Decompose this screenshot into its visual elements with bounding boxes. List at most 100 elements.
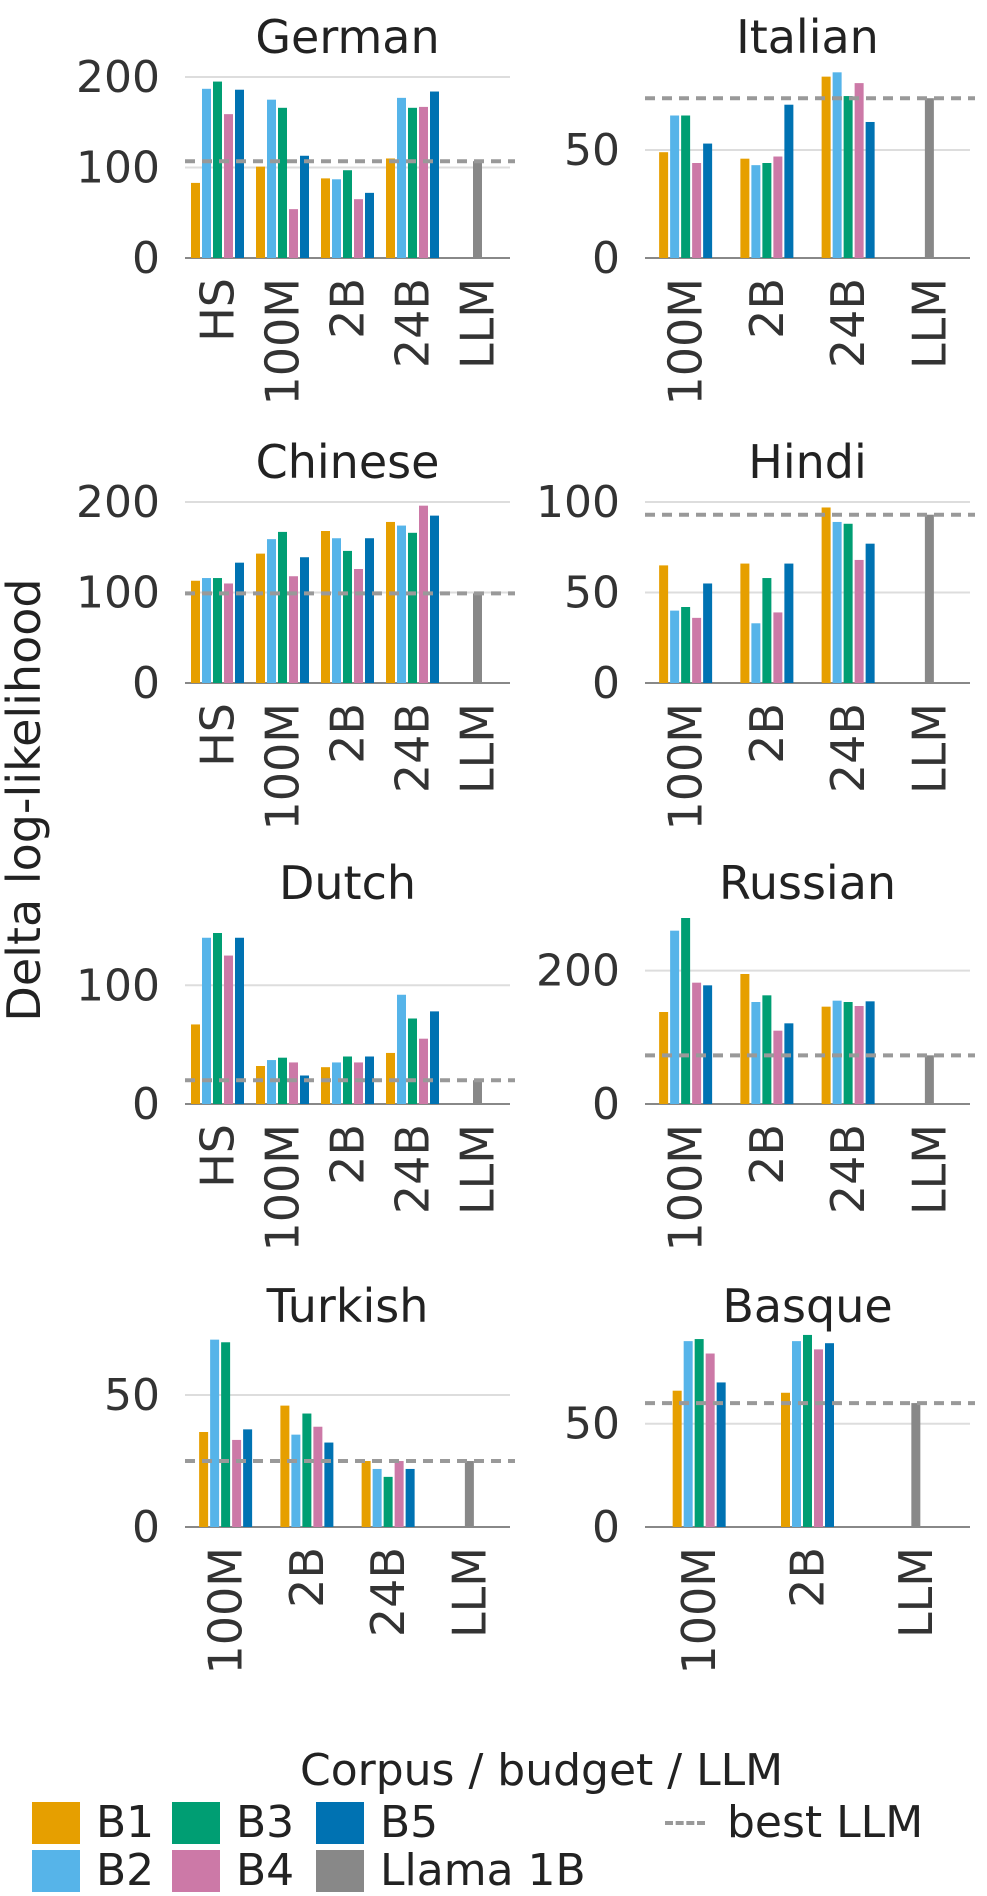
bar-russian-100m-b3 bbox=[681, 918, 691, 1104]
bar-chinese-2b-b2 bbox=[332, 538, 341, 683]
bar-dutch-24b-b4 bbox=[419, 1038, 428, 1104]
x-tick-label: HS bbox=[191, 703, 245, 767]
bar-turkish-100m-b5 bbox=[243, 1429, 253, 1527]
legend-item-b5: B5 bbox=[316, 1797, 438, 1848]
bar-german-100m-b4 bbox=[289, 209, 298, 258]
bar-russian-100m-b2 bbox=[670, 930, 680, 1104]
bar-dutch-24b-b5 bbox=[430, 1011, 439, 1104]
bar-german-hs-b3 bbox=[213, 81, 222, 258]
bar-dutch-llm-llama-1b bbox=[473, 1080, 482, 1104]
bar-turkish-100m-b3 bbox=[221, 1342, 231, 1527]
bar-chinese-100m-b1 bbox=[256, 553, 265, 683]
x-tick-label: LLM bbox=[451, 703, 505, 794]
x-tick-label: HS bbox=[191, 278, 245, 342]
legend-label-b3: B3 bbox=[236, 1797, 295, 1848]
bar-italian-24b-b4 bbox=[854, 83, 864, 258]
bar-hindi-24b-b4 bbox=[854, 559, 864, 683]
bar-hindi-24b-b5 bbox=[865, 543, 875, 683]
x-tick-label: 2B bbox=[321, 703, 375, 764]
x-tick-label: 100M bbox=[256, 1124, 310, 1252]
legend-dash-best-llm bbox=[665, 1820, 705, 1825]
panel-title: Italian bbox=[736, 10, 879, 64]
bar-russian-2b-b3 bbox=[762, 995, 772, 1104]
legend-label-llama: Llama 1B bbox=[380, 1845, 586, 1896]
panel-german: German 0 100 200 HS 100M 2B 24B LLM bbox=[76, 10, 515, 406]
legend: Corpus / budget / LLM B1 B3 B5 best LLM … bbox=[0, 1745, 987, 1896]
bar-hindi-24b-b3 bbox=[843, 523, 853, 683]
y-tick-label: 0 bbox=[132, 658, 160, 709]
bar-chinese-100m-b4 bbox=[289, 576, 298, 683]
bar-russian-24b-b5 bbox=[865, 1001, 875, 1104]
panel-dutch: Dutch 0 100 HS 100M 2B 24B LLM bbox=[76, 856, 515, 1252]
x-tick-label: 100M bbox=[659, 1124, 713, 1252]
panel-title: Turkish bbox=[266, 1279, 429, 1333]
bar-russian-llm-llama-1b bbox=[924, 1055, 934, 1104]
legend-swatch-b5 bbox=[316, 1801, 364, 1844]
bar-italian-100m-b3 bbox=[681, 115, 691, 258]
x-tick-label: 2B bbox=[740, 703, 794, 764]
bar-basque-2b-b5 bbox=[825, 1343, 834, 1527]
bar-turkish-100m-b4 bbox=[232, 1439, 242, 1527]
x-tick-label: LLM bbox=[442, 1547, 496, 1638]
bar-italian-2b-b4 bbox=[773, 156, 783, 258]
bar-italian-24b-b3 bbox=[843, 96, 853, 259]
x-tick-label: LLM bbox=[902, 1124, 956, 1215]
panel-title: Hindi bbox=[748, 435, 867, 489]
bar-basque-2b-b2 bbox=[792, 1341, 801, 1527]
bar-basque-2b-b4 bbox=[814, 1349, 823, 1527]
bar-italian-24b-b5 bbox=[865, 121, 875, 259]
bar-russian-100m-b1 bbox=[659, 1012, 669, 1104]
bar-basque-100m-b3 bbox=[694, 1339, 704, 1527]
bar-italian-100m-b4 bbox=[692, 163, 702, 258]
bar-russian-2b-b5 bbox=[784, 1023, 794, 1104]
legend-swatch-b1 bbox=[32, 1801, 80, 1844]
bar-chinese-hs-b5 bbox=[235, 562, 244, 683]
bar-dutch-24b-b3 bbox=[408, 1018, 417, 1104]
bar-basque-100m-b1 bbox=[672, 1390, 682, 1527]
bar-dutch-hs-b1 bbox=[191, 1024, 200, 1104]
bar-chinese-2b-b4 bbox=[354, 569, 363, 683]
bar-italian-100m-b5 bbox=[703, 143, 713, 258]
bar-chinese-llm-llama-1b bbox=[473, 593, 482, 683]
bar-basque-2b-b3 bbox=[803, 1334, 812, 1527]
y-tick-label: 50 bbox=[564, 568, 620, 619]
bar-german-hs-b2 bbox=[202, 88, 211, 258]
legend-swatch-b2 bbox=[32, 1849, 80, 1892]
bar-hindi-2b-b3 bbox=[762, 578, 772, 683]
bar-hindi-24b-b1 bbox=[821, 507, 831, 683]
x-tick-label: 24B bbox=[361, 1547, 415, 1637]
bar-german-2b-b4 bbox=[354, 199, 363, 258]
bar-chinese-hs-b3 bbox=[213, 578, 222, 683]
bar-russian-2b-b4 bbox=[773, 1030, 783, 1104]
x-tick-label: 100M bbox=[659, 703, 713, 831]
bar-italian-llm-llama-1b bbox=[924, 98, 934, 259]
bar-german-24b-b3 bbox=[408, 107, 417, 258]
bar-hindi-100m-b3 bbox=[681, 607, 691, 683]
bar-turkish-2b-b5 bbox=[324, 1442, 334, 1527]
bar-german-24b-b4 bbox=[419, 106, 428, 259]
y-tick-label: 200 bbox=[536, 946, 620, 997]
bar-chinese-24b-b1 bbox=[386, 521, 395, 683]
y-tick-label: 50 bbox=[104, 1370, 160, 1421]
bar-turkish-2b-b1 bbox=[280, 1405, 290, 1527]
bar-dutch-2b-b4 bbox=[354, 1062, 363, 1104]
legend-label-b1: B1 bbox=[96, 1797, 155, 1848]
panel-title: German bbox=[255, 10, 439, 64]
bar-hindi-2b-b2 bbox=[751, 623, 761, 683]
bar-german-2b-b2 bbox=[332, 179, 341, 258]
bar-turkish-24b-b2 bbox=[372, 1468, 382, 1527]
bar-basque-100m-b4 bbox=[705, 1353, 715, 1527]
bar-dutch-hs-b5 bbox=[235, 937, 244, 1104]
bar-chinese-2b-b5 bbox=[365, 538, 374, 683]
bar-chinese-24b-b2 bbox=[397, 525, 406, 683]
legend-label-b4: B4 bbox=[236, 1845, 295, 1896]
legend-item-b2: B2 bbox=[32, 1845, 154, 1896]
x-tick-label: 24B bbox=[821, 1124, 875, 1214]
bar-russian-100m-b4 bbox=[692, 982, 702, 1104]
legend-label-best-llm: best LLM bbox=[727, 1797, 924, 1848]
y-tick-label: 100 bbox=[76, 143, 160, 194]
bar-italian-100m-b2 bbox=[670, 115, 680, 258]
bar-russian-100m-b5 bbox=[703, 985, 713, 1104]
bar-german-100m-b1 bbox=[256, 166, 265, 258]
